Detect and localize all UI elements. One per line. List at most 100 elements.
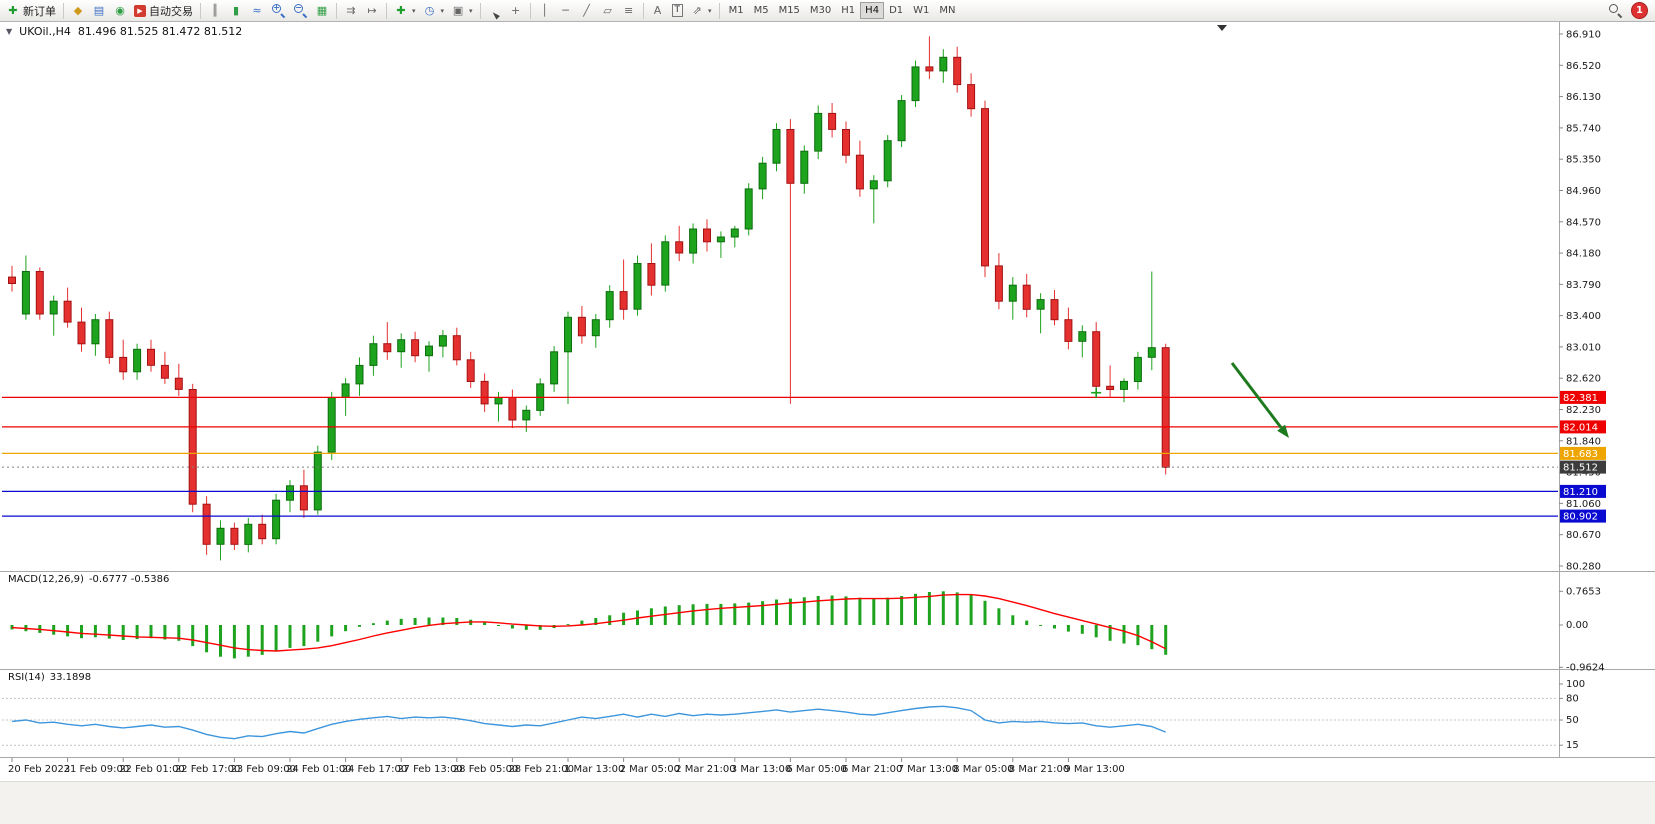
candlestick-chart-button[interactable]: ▮ xyxy=(226,1,246,20)
chevron-down-icon: ▾ xyxy=(469,6,473,15)
price-line-badge[interactable]: 81.210 xyxy=(1560,484,1606,498)
zoom-out-icon: − xyxy=(293,3,308,18)
svg-text:28 Feb 21:00: 28 Feb 21:00 xyxy=(508,764,574,775)
text-tool-button[interactable]: A xyxy=(648,1,668,20)
svg-text:84.570: 84.570 xyxy=(1566,217,1601,228)
timeframe-button-m30[interactable]: M30 xyxy=(809,5,832,16)
svg-text:2 Mar 05:00: 2 Mar 05:00 xyxy=(620,764,680,775)
svg-text:84.960: 84.960 xyxy=(1566,186,1601,197)
channel-icon: ▱ xyxy=(603,4,612,17)
bar-chart-button[interactable]: ║ xyxy=(205,1,225,20)
chevron-down-icon: ▾ xyxy=(708,6,712,15)
horizontal-line-icon: ─ xyxy=(562,4,569,17)
chart-shift-button[interactable]: ↦ xyxy=(362,1,382,20)
svg-text:24 Feb 01:00: 24 Feb 01:00 xyxy=(286,764,352,775)
svg-text:82.014: 82.014 xyxy=(1563,422,1598,433)
toolbar-separator xyxy=(200,2,201,19)
price-line-badge[interactable]: 82.381 xyxy=(1560,390,1606,404)
indicators-button[interactable]: ✚ ▾ xyxy=(391,1,419,20)
arrows-tool-button[interactable]: ⇗ ▾ xyxy=(687,1,715,20)
fibonacci-button[interactable]: ≡ xyxy=(619,1,639,20)
svg-text:82.620: 82.620 xyxy=(1566,374,1601,385)
support-button[interactable]: ◉ xyxy=(110,1,130,20)
text-label-tool-button[interactable]: T xyxy=(669,1,687,20)
svg-text:7 Mar 13:00: 7 Mar 13:00 xyxy=(898,764,958,775)
macd-axis[interactable]: 0.7653 0.00 -0.9624 xyxy=(1559,586,1605,673)
auto-scroll-button[interactable]: ⇉ xyxy=(341,1,361,20)
zoom-out-button[interactable]: − xyxy=(290,1,311,20)
svg-text:86.130: 86.130 xyxy=(1566,92,1601,103)
rsi-name: RSI(14) xyxy=(8,672,45,683)
cross-marker-annotation[interactable] xyxy=(1091,387,1102,398)
svg-text:83.400: 83.400 xyxy=(1566,311,1601,322)
trendline-icon: ╱ xyxy=(583,4,590,17)
svg-text:1 Mar 13:00: 1 Mar 13:00 xyxy=(564,764,624,775)
svg-text:22 Feb 17:00: 22 Feb 17:00 xyxy=(175,764,241,775)
search-button[interactable] xyxy=(1605,1,1626,20)
timeframe-button-w1[interactable]: W1 xyxy=(913,5,930,16)
price-line-badge[interactable]: 80.902 xyxy=(1560,509,1606,523)
rsi-axis[interactable]: 100 80 50 15 xyxy=(1559,679,1585,751)
timeframe-button-m1[interactable]: M1 xyxy=(728,5,744,16)
crosshair-button[interactable]: + xyxy=(506,1,526,20)
timeframe-button-h4[interactable]: H4 xyxy=(860,2,885,19)
chart-shift-icon: ↦ xyxy=(367,4,377,17)
accounts-button[interactable]: ▤ xyxy=(89,1,109,20)
templates-button[interactable]: ▣ ▾ xyxy=(448,1,476,20)
svg-text:83.790: 83.790 xyxy=(1566,280,1601,291)
toolbar-separator xyxy=(642,2,644,19)
horizontal-line-button[interactable]: ─ xyxy=(556,1,576,20)
timeframe-toolbar: M1 M5 M15 M30 H1 H4 D1 W1 MN xyxy=(724,2,961,19)
line-chart-icon: ≈ xyxy=(252,4,262,17)
channel-button[interactable]: ▱ xyxy=(598,1,618,20)
timeframe-button-m15[interactable]: M15 xyxy=(778,5,800,16)
svg-text:85.740: 85.740 xyxy=(1566,123,1601,134)
one-click-trading-toggle[interactable]: ▼ xyxy=(6,27,13,36)
macd-signal-line xyxy=(11,593,1167,652)
tile-windows-button[interactable]: ▦ xyxy=(312,1,332,20)
svg-text:8 Mar 05:00: 8 Mar 05:00 xyxy=(953,764,1013,775)
new-order-icon: ✚ xyxy=(8,4,18,17)
auto-trading-button[interactable]: ▶ 自动交易 xyxy=(131,1,196,20)
svg-text:82.230: 82.230 xyxy=(1566,405,1601,416)
price-line-badge[interactable]: 82.014 xyxy=(1560,420,1606,434)
timeframe-button-h1[interactable]: H1 xyxy=(841,5,856,16)
rsi-line xyxy=(11,705,1166,740)
svg-text:81.060: 81.060 xyxy=(1566,499,1601,510)
zoom-in-button[interactable]: + xyxy=(268,1,289,20)
trendline-button[interactable]: ╱ xyxy=(577,1,597,20)
svg-text:85.350: 85.350 xyxy=(1566,155,1601,166)
rsi-value: 33.1898 xyxy=(49,672,92,683)
timeframe-button-mn[interactable]: MN xyxy=(939,5,956,16)
notification-badge[interactable]: 1 xyxy=(1631,2,1648,19)
svg-text:22 Feb 01:00: 22 Feb 01:00 xyxy=(119,764,185,775)
periods-button[interactable]: ◷ ▾ xyxy=(420,1,448,20)
svg-text:6 Mar 05:00: 6 Mar 05:00 xyxy=(786,764,846,775)
svg-text:83.010: 83.010 xyxy=(1566,342,1601,353)
svg-text:9 Mar 13:00: 9 Mar 13:00 xyxy=(1064,764,1124,775)
timeframe-button-d1[interactable]: D1 xyxy=(889,5,904,16)
chevron-down-icon: ▾ xyxy=(440,6,445,15)
svg-text:50: 50 xyxy=(1566,715,1579,726)
svg-text:84.180: 84.180 xyxy=(1566,249,1601,260)
rsi-indicator-label: RSI(14) 33.1898 xyxy=(8,672,96,683)
price-line-badge[interactable]: 81.683 xyxy=(1560,446,1606,460)
svg-text:28 Feb 05:00: 28 Feb 05:00 xyxy=(453,764,519,775)
auto-trading-label: 自动交易 xyxy=(149,4,193,18)
trend-arrow-annotation[interactable] xyxy=(1230,362,1289,438)
timeframe-button-m5[interactable]: M5 xyxy=(753,5,769,16)
new-order-button[interactable]: ✚ 新订单 xyxy=(3,1,59,20)
template-icon: ▣ xyxy=(452,4,464,17)
line-chart-button[interactable]: ≈ xyxy=(247,1,267,20)
deposit-button[interactable]: ◆ xyxy=(68,1,88,20)
macd-name: MACD(12,26,9) xyxy=(8,574,84,585)
crosshair-icon: + xyxy=(510,4,521,17)
tile-windows-icon: ▦ xyxy=(316,4,328,17)
chart-shift-marker[interactable] xyxy=(1217,25,1227,31)
vertical-line-button[interactable]: │ xyxy=(535,1,555,20)
candlestick-chart-icon: ▮ xyxy=(232,4,240,17)
cursor-button[interactable]: ► xyxy=(485,1,505,21)
